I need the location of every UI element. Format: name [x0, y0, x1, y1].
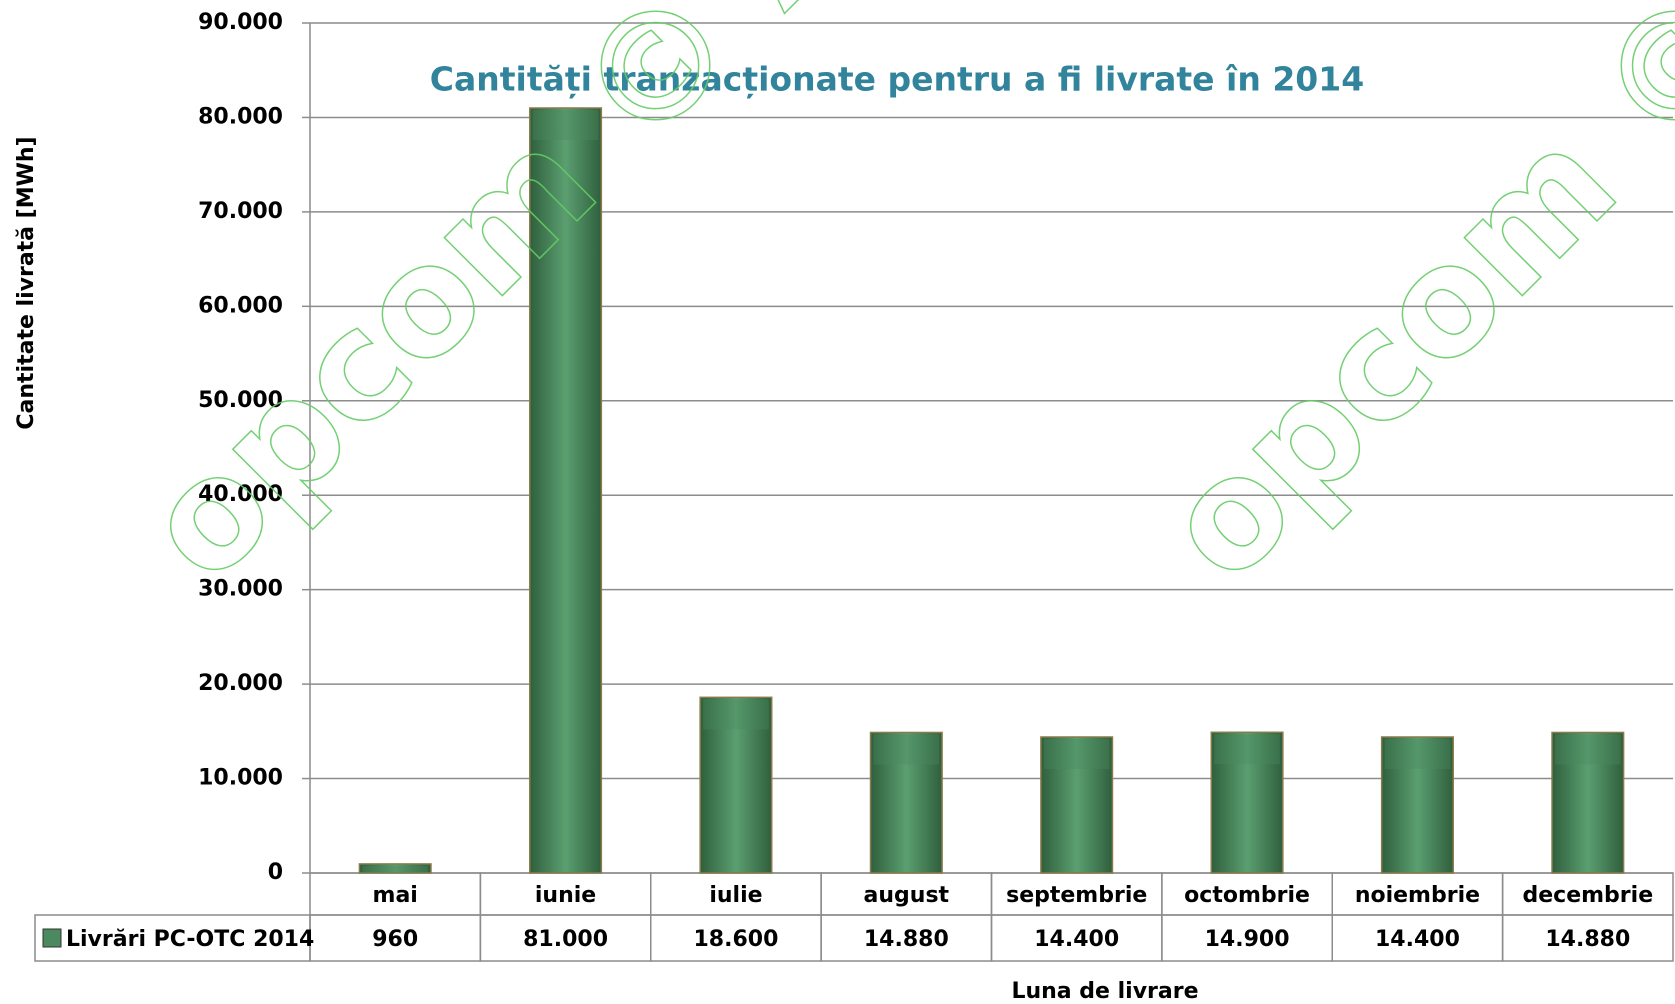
category-label: decembrie — [1523, 883, 1654, 908]
value-label: 14.400 — [1375, 927, 1460, 952]
category-label: iulie — [709, 883, 762, 908]
y-axis-title: Cantitate livrată [MWh] — [14, 136, 39, 429]
chart-title: Cantități tranzacționate pentru a fi liv… — [430, 60, 1364, 99]
category-label: iunie — [535, 883, 596, 908]
value-label: 14.880 — [864, 927, 949, 952]
y-tick-label: 50.000 — [198, 388, 283, 413]
bar — [529, 107, 603, 874]
bar — [1551, 731, 1625, 874]
y-tick-label: 40.000 — [198, 482, 283, 507]
y-tick-label: 10.000 — [198, 766, 283, 791]
x-axis-title: Luna de livrare — [1011, 979, 1198, 1004]
y-tick-label: 90.000 — [198, 10, 283, 35]
y-tick-label: 20.000 — [198, 671, 283, 696]
legend-swatch — [42, 928, 62, 948]
value-label: 960 — [372, 927, 418, 952]
category-label: mai — [373, 883, 418, 908]
value-label: 14.400 — [1034, 927, 1119, 952]
y-tick-label: 30.000 — [198, 577, 283, 602]
category-label: octombrie — [1184, 883, 1310, 908]
bar-sheen — [1555, 734, 1621, 765]
bar-sheen — [1384, 739, 1451, 769]
bar-sheen — [1214, 734, 1280, 765]
bar-sheen — [362, 865, 428, 873]
category-label: august — [864, 883, 950, 908]
y-tick-label: 70.000 — [198, 199, 283, 224]
y-tick-label: 0 — [268, 860, 283, 885]
value-label: 14.900 — [1205, 927, 1290, 952]
category-label: noiembrie — [1355, 883, 1480, 908]
legend-label: Livrări PC-OTC 2014 — [66, 927, 314, 952]
y-tick-label: 80.000 — [198, 104, 283, 129]
table-cell — [1501, 914, 1674, 962]
bar-sheen — [532, 110, 599, 140]
value-label: 14.880 — [1545, 927, 1630, 952]
bar-sheen — [703, 699, 769, 730]
bar — [869, 731, 943, 874]
category-label: septembrie — [1006, 883, 1147, 908]
bar — [699, 696, 773, 874]
value-label: 81.000 — [523, 927, 608, 952]
y-tick-label: 60.000 — [198, 293, 283, 318]
bar-sheen — [1043, 739, 1110, 769]
value-label: 18.600 — [693, 927, 778, 952]
bar-sheen — [873, 734, 940, 765]
bar — [1210, 731, 1284, 874]
bar — [1380, 736, 1454, 874]
bar — [358, 863, 432, 874]
bar — [1040, 736, 1114, 874]
